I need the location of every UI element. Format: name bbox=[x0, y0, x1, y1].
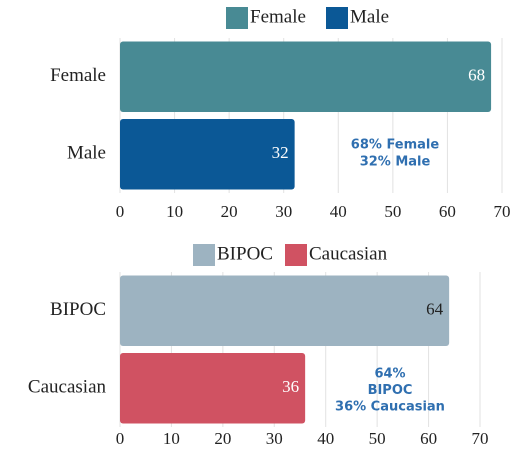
legend-swatch bbox=[226, 7, 248, 29]
legend-swatch bbox=[285, 244, 307, 266]
x-tick-label: 20 bbox=[214, 429, 231, 448]
x-tick-label: 10 bbox=[163, 429, 180, 448]
category-label: Caucasian bbox=[28, 377, 107, 398]
x-tick-label: 60 bbox=[439, 202, 456, 221]
legend-label: Male bbox=[350, 6, 389, 27]
bar bbox=[120, 119, 295, 190]
value-label: 36 bbox=[282, 377, 299, 396]
bar bbox=[120, 353, 306, 424]
value-label: 68 bbox=[468, 66, 485, 85]
x-tick-label: 10 bbox=[166, 202, 183, 221]
legend-label: Caucasian bbox=[309, 243, 388, 264]
value-label: 32 bbox=[272, 143, 289, 162]
bar bbox=[120, 275, 450, 346]
bar bbox=[120, 41, 492, 112]
x-tick-label: 40 bbox=[317, 429, 334, 448]
x-tick-label: 50 bbox=[369, 429, 386, 448]
category-label: Male bbox=[67, 143, 106, 164]
annotation: 64% bbox=[374, 367, 405, 382]
x-tick-label: 30 bbox=[275, 202, 292, 221]
legend-swatch bbox=[193, 244, 215, 266]
legend-label: Female bbox=[250, 6, 306, 27]
category-label: BIPOC bbox=[50, 299, 106, 320]
x-tick-label: 40 bbox=[330, 202, 347, 221]
legend-label: BIPOC bbox=[217, 243, 273, 264]
x-tick-label: 0 bbox=[116, 202, 125, 221]
x-tick-label: 0 bbox=[116, 429, 125, 448]
annotation: BIPOC bbox=[368, 383, 413, 398]
annotation: 32% Male bbox=[360, 155, 431, 170]
x-tick-label: 70 bbox=[472, 429, 489, 448]
x-tick-label: 50 bbox=[384, 202, 401, 221]
category-label: Female bbox=[50, 65, 106, 86]
annotation: 68% Female bbox=[351, 138, 440, 153]
x-tick-label: 60 bbox=[420, 429, 437, 448]
legend-swatch bbox=[326, 7, 348, 29]
value-label: 64 bbox=[426, 300, 444, 319]
annotation: 36% Caucasian bbox=[335, 400, 445, 415]
x-tick-label: 20 bbox=[221, 202, 238, 221]
x-tick-label: 70 bbox=[494, 202, 511, 221]
x-tick-label: 30 bbox=[266, 429, 283, 448]
